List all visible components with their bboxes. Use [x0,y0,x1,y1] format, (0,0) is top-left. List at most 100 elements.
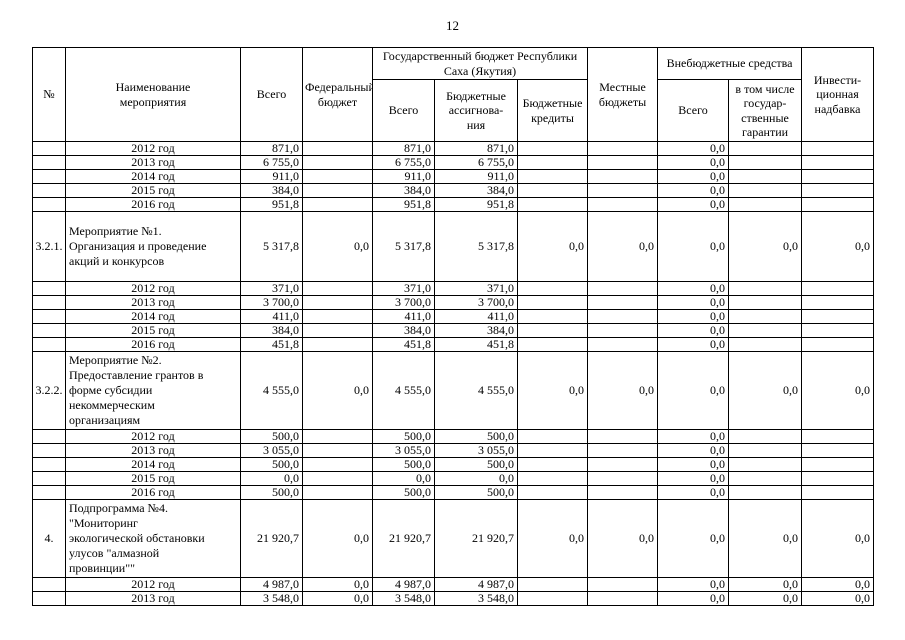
year-cell: 2012 год [65,281,241,297]
value-cell: 411,0 [240,309,303,325]
value-cell: 4 555,0 [434,351,518,431]
value-cell: 500,0 [240,457,303,473]
value-cell: 3 055,0 [240,443,303,459]
value-cell [302,169,373,185]
year-cell: 2012 год [65,577,241,593]
header-extra-total: Всего [657,79,730,143]
value-cell [516,577,589,593]
value-cell [587,577,659,593]
item-name-cell: Мероприятие №2. Предоставление грантов в… [65,351,241,431]
value-cell: 371,0 [240,281,303,297]
value-cell [302,337,373,353]
value-cell: 0,0 [516,351,589,431]
header-investment-markup: Инвести- ционная надбавка [801,46,875,143]
value-cell: 871,0 [240,141,303,157]
value-cell: 21 920,7 [372,499,435,579]
value-cell [587,141,659,157]
row-number-cell [32,485,66,501]
value-cell [801,183,875,199]
year-cell: 2013 год [65,591,241,607]
value-cell: 0,0 [657,443,730,459]
value-cell: 0,0 [302,577,373,593]
value-cell: 911,0 [434,169,518,185]
table-row: 3.2.2. Мероприятие №2. Предоставление гра… [32,351,875,431]
value-cell [801,169,875,185]
value-cell: 500,0 [372,457,435,473]
year-cell: 2015 год [65,323,241,339]
value-cell: 0,0 [516,211,589,283]
value-cell: 4 987,0 [434,577,518,593]
value-cell [302,323,373,339]
row-number-cell [32,295,66,311]
table-row: 2013 год 3 700,0 3 700,0 3 700,0 0,0 [32,295,875,311]
value-cell: 0,0 [434,471,518,487]
value-cell: 4 555,0 [240,351,303,431]
value-cell [587,281,659,297]
value-cell [801,197,875,213]
value-cell: 0,0 [587,499,659,579]
header-name: Наименование мероприятия [65,46,241,143]
year-cell: 2014 год [65,169,241,185]
value-cell [728,183,803,199]
value-cell [801,141,875,157]
row-number-cell [32,337,66,353]
value-cell: 0,0 [657,499,730,579]
year-cell: 2013 год [65,155,241,171]
value-cell [587,471,659,487]
item-name-cell: Подпрограмма №4. "Мониторинг экологическ… [65,499,241,579]
value-cell: 0,0 [657,295,730,311]
value-cell: 0,0 [657,429,730,445]
value-cell [801,443,875,459]
value-cell: 3 700,0 [240,295,303,311]
header-local-budgets: Местные бюджеты [587,46,659,143]
value-cell: 0,0 [728,351,803,431]
value-cell [516,281,589,297]
value-cell: 0,0 [372,471,435,487]
row-number-cell [32,169,66,185]
value-cell: 0,0 [302,499,373,579]
year-cell: 2012 год [65,429,241,445]
value-cell: 3 548,0 [434,591,518,607]
value-cell: 0,0 [240,471,303,487]
value-cell [302,429,373,445]
value-cell: 0,0 [657,309,730,325]
value-cell [302,281,373,297]
row-number-cell [32,577,66,593]
row-number-cell [32,309,66,325]
value-cell [587,591,659,607]
table-row: 2014 год 411,0 411,0 411,0 0,0 [32,309,875,325]
value-cell: 500,0 [434,485,518,501]
value-cell [302,155,373,171]
value-cell [587,295,659,311]
value-cell [516,295,589,311]
value-cell: 4 987,0 [240,577,303,593]
value-cell [302,485,373,501]
value-cell: 371,0 [434,281,518,297]
header-extra-guarantees: в том числе государ- ственные гарантии [728,79,803,143]
value-cell: 6 755,0 [434,155,518,171]
value-cell: 3 548,0 [372,591,435,607]
value-cell: 951,8 [372,197,435,213]
value-cell [728,485,803,501]
value-cell [728,295,803,311]
table-row: 2013 год 3 055,0 3 055,0 3 055,0 0,0 [32,443,875,459]
value-cell: 0,0 [657,351,730,431]
value-cell: 6 755,0 [372,155,435,171]
page-number: 12 [446,18,459,33]
value-cell: 0,0 [657,211,730,283]
value-cell: 0,0 [801,577,875,593]
value-cell: 384,0 [372,323,435,339]
value-cell: 0,0 [657,183,730,199]
row-number-cell [32,591,66,607]
row-number-cell [32,457,66,473]
row-number-cell [32,183,66,199]
value-cell [587,457,659,473]
value-cell: 5 317,8 [372,211,435,283]
value-cell [801,309,875,325]
value-cell: 3 700,0 [372,295,435,311]
value-cell [516,183,589,199]
value-cell [801,281,875,297]
table-row: 2015 год 384,0 384,0 384,0 0,0 [32,323,875,339]
table-row: 2016 год 500,0 500,0 500,0 0,0 [32,485,875,501]
year-cell: 2016 год [65,485,241,501]
